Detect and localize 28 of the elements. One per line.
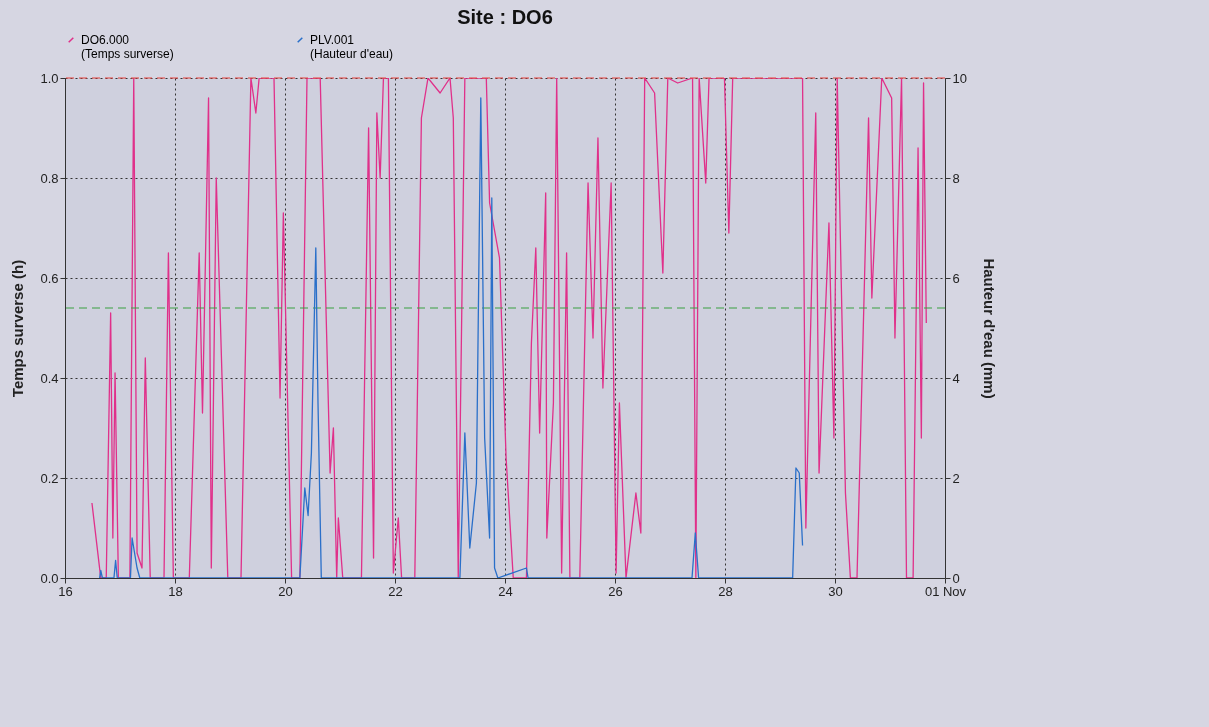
x-tick-label: 01 Nov [924,583,967,599]
legend-label: PLV.001 (Hauteur d'eau) [310,33,394,61]
x-tick-label: 26 [608,583,623,599]
y-axis-title: Temps surverse (h) [9,259,27,398]
y-tick-label: 0.0 [40,570,59,586]
legend-label: DO6.000 (Temps surverse) [81,33,174,61]
y2-axis-title: Hauteur d'eau (mm) [980,258,998,399]
y2-tick-label: 4 [952,370,960,386]
x-tick-label: 30 [828,583,843,599]
line-series [99,97,804,578]
x-tick-label: 20 [278,583,293,599]
x-tick-label: 18 [168,583,183,599]
line-series [91,78,927,578]
y2-tick-label: 6 [952,270,960,286]
y-tick-label: 0.8 [40,170,59,186]
y2-tick-label: 10 [952,70,967,86]
y2-tick-label: 0 [952,570,960,586]
x-tick-label: 16 [58,583,73,599]
y-tick-label: 0.2 [40,470,59,486]
y2-tick-label: 8 [952,170,960,186]
y-tick-label: 0.4 [40,370,59,386]
y-tick-label: 0.6 [40,270,59,286]
x-tick-label: 28 [718,583,733,599]
x-tick-label: 22 [388,583,403,599]
chart-title: Site : DO6 [457,6,553,28]
x-tick-label: 24 [498,583,513,599]
y-tick-label: 1.0 [40,70,59,86]
y2-tick-label: 2 [952,470,960,486]
